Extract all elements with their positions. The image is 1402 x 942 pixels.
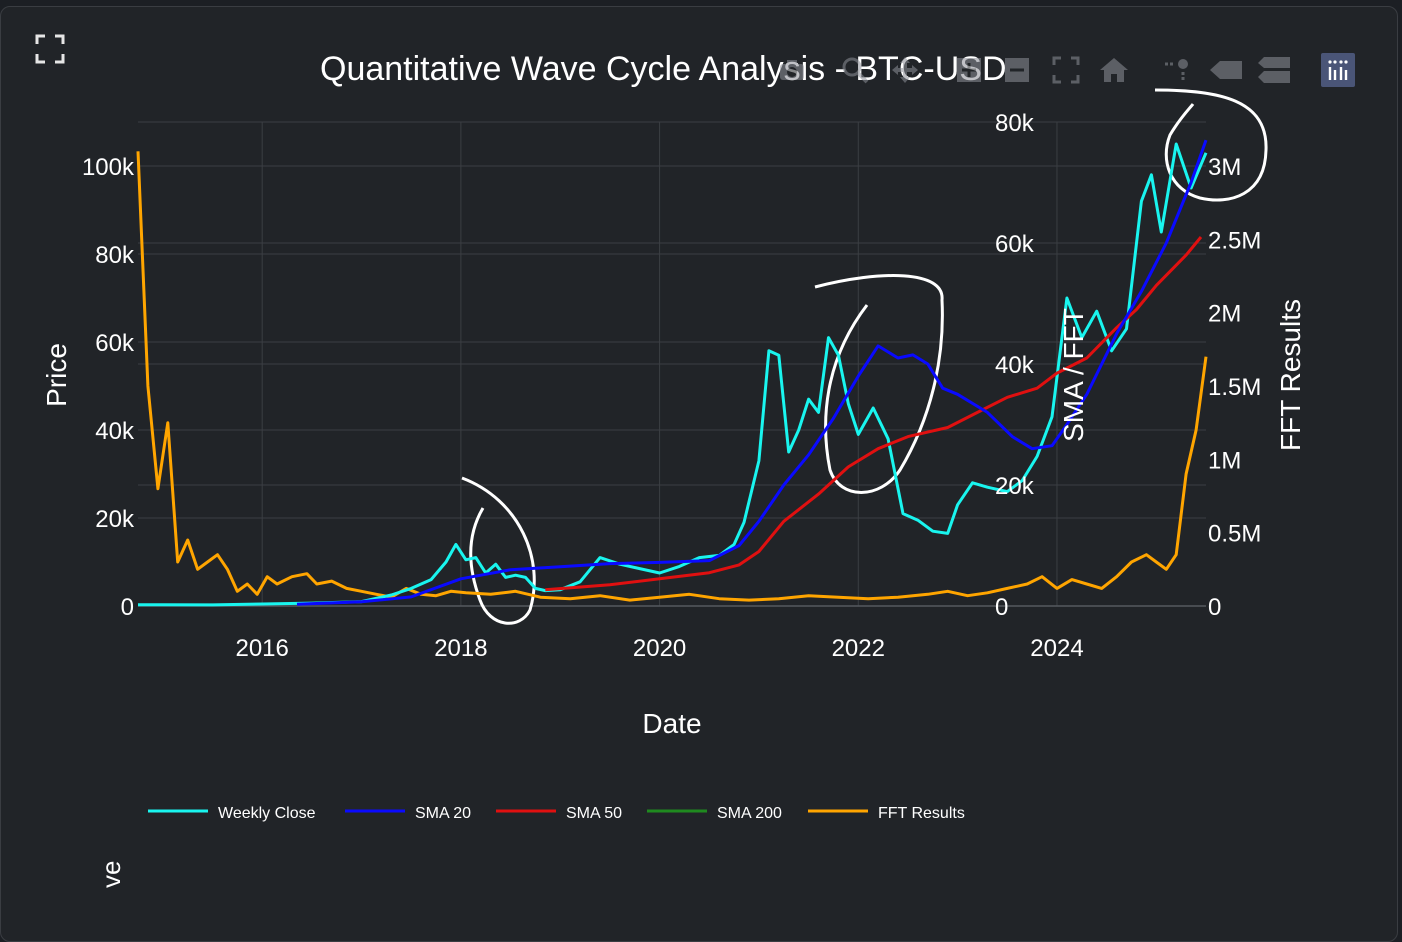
spike-lines-icon[interactable] [1159, 52, 1193, 88]
autoscale-icon[interactable] [1049, 52, 1083, 88]
hover-closest-icon[interactable] [1209, 52, 1243, 88]
legend-label[interactable]: FFT Results [878, 805, 965, 822]
legend-label[interactable]: SMA 200 [717, 805, 782, 822]
y-tick-label: 40k [95, 418, 135, 445]
x-tick-label: 2016 [235, 635, 288, 662]
x-tick-label: 2020 [633, 635, 686, 662]
grid-lines [138, 121, 1206, 607]
x-tick-label: 2024 [1030, 635, 1083, 662]
hover-compare-icon[interactable] [1257, 52, 1291, 88]
chart-title: Quantitative Wave Cycle Analysis - BTC-U… [320, 50, 1007, 88]
zoom-icon[interactable] [838, 52, 872, 88]
legend: Weekly Close SMA 20 SMA 50 SMA 200 FFT Resul… [148, 805, 965, 822]
series-line-sma-20 [296, 139, 1208, 606]
legend-label[interactable]: Weekly Close [218, 805, 316, 822]
y-tick-label: 20k [95, 506, 135, 533]
camera-icon[interactable] [775, 52, 809, 88]
annotation-circles [461, 88, 1268, 625]
y3-tick-label: 1.5M [1208, 374, 1261, 401]
y-axis-label: Price [41, 343, 72, 407]
series-line-fft-results [136, 151, 1208, 602]
y2-axis-label: SMA / FFT [1058, 308, 1089, 442]
y2-tick-label: 40k [995, 352, 1035, 379]
y2-tick-label: 20k [995, 473, 1035, 500]
x-axis-label: Date [642, 708, 701, 739]
y3-tick-label: 0 [1208, 594, 1221, 621]
y3-tick-label: 2M [1208, 301, 1241, 328]
x-tick-label: 2018 [434, 635, 487, 662]
home-icon[interactable] [1097, 52, 1131, 88]
series-line-weekly-close [138, 142, 1208, 607]
chart-card [0, 6, 1398, 942]
zoom-out-icon[interactable] [1000, 52, 1034, 88]
legend-label[interactable]: SMA 20 [415, 805, 471, 822]
y3-tick-label: 0.5M [1208, 521, 1261, 548]
y-tick-label: 80k [95, 242, 135, 269]
legend-label[interactable]: SMA 50 [566, 805, 622, 822]
x-tick-label: 2022 [832, 635, 885, 662]
y2-tick-label: 80k [995, 110, 1035, 137]
y-tick-label: 100k [82, 154, 135, 181]
y3-tick-label: 3M [1208, 154, 1241, 181]
y2-tick-label: 60k [995, 231, 1035, 258]
fullscreen-icon[interactable] [34, 33, 66, 65]
y3-axis-label: FFT Results [1275, 299, 1306, 451]
zoom-in-icon[interactable] [952, 52, 986, 88]
pan-icon[interactable] [888, 52, 922, 88]
truncated-label: ve [96, 860, 126, 888]
y2-tick-label: 0 [995, 594, 1008, 621]
plotly-logo-icon[interactable] [1321, 53, 1355, 87]
y-tick-label: 60k [95, 330, 135, 357]
series-line-sma-50 [545, 236, 1203, 592]
y3-tick-label: 2.5M [1208, 227, 1261, 254]
tick-labels: 2016 2018 2020 2022 2024 0 20k 40k 60k 80k 100k 0 20… [82, 110, 1261, 662]
y-tick-label: 0 [121, 594, 134, 621]
y3-tick-label: 1M [1208, 447, 1241, 474]
series-layer [136, 139, 1208, 607]
